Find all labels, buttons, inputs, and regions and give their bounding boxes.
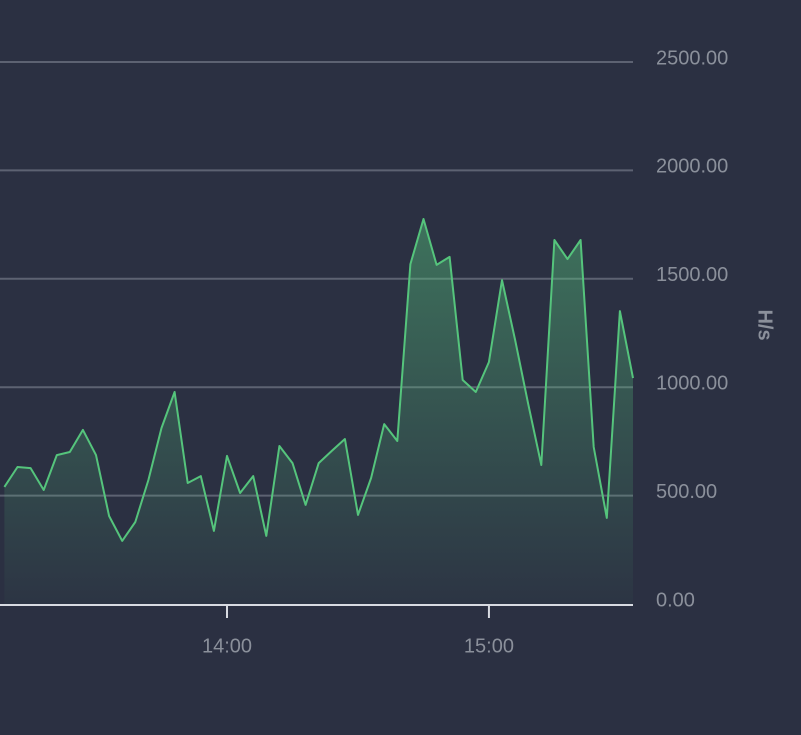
x-tick-label: 15:00 bbox=[464, 635, 514, 657]
x-tick-label: 14:00 bbox=[202, 635, 252, 657]
y-tick-label: 2000.00 bbox=[656, 156, 728, 178]
y-tick-label: 0.00 bbox=[656, 589, 695, 611]
y-tick-label: 500.00 bbox=[656, 481, 717, 503]
y-axis-label: H/s bbox=[754, 309, 776, 340]
y-tick-label: 1500.00 bbox=[656, 264, 728, 286]
plot-area bbox=[3, 218, 634, 604]
y-tick-label: 1000.00 bbox=[656, 372, 728, 394]
line bbox=[3, 218, 634, 542]
area-fill bbox=[4, 219, 633, 604]
y-tick-label: 2500.00 bbox=[656, 47, 728, 69]
